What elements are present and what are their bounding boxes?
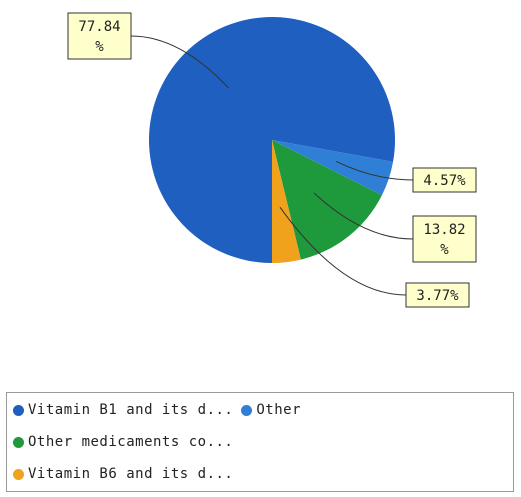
legend-item-other-medicaments[interactable]: Other medicaments co... xyxy=(13,434,233,450)
data-label-text: 4.57% xyxy=(423,173,466,189)
legend-item-other[interactable]: Other xyxy=(241,402,301,418)
data-label-text: 3.77% xyxy=(416,288,459,304)
legend-marker-icon xyxy=(13,404,24,416)
legend-marker-icon xyxy=(13,468,24,480)
data-label: 13.82% xyxy=(412,215,477,263)
legend-marker-icon xyxy=(241,404,253,416)
data-label: 77.84% xyxy=(67,12,132,60)
data-label-box xyxy=(412,167,477,193)
legend-label: Other medicaments co... xyxy=(28,434,234,450)
legend-label: Vitamin B6 and its d... xyxy=(28,466,234,482)
pie-callouts: 77.84% 4.57% 13.82% 3.77% xyxy=(67,12,477,308)
data-label-box xyxy=(405,282,470,308)
data-label-text: % xyxy=(440,242,449,258)
legend-item-vitamin-b1[interactable]: Vitamin B1 and its d... xyxy=(13,402,233,418)
pie-slice[interactable] xyxy=(272,140,301,263)
legend-marker-icon xyxy=(13,436,24,448)
pie-slice[interactable] xyxy=(272,140,394,196)
legend-item-vitamin-b6[interactable]: Vitamin B6 and its d... xyxy=(13,466,233,482)
pie-slices xyxy=(148,16,395,264)
data-label-box xyxy=(67,12,132,60)
legend-row: Vitamin B1 and its d... Other xyxy=(13,399,309,421)
legend-row: Vitamin B6 and its d... xyxy=(13,463,241,485)
data-label-text: 77.84 xyxy=(78,19,120,35)
data-label-text: % xyxy=(95,39,104,55)
legend: Vitamin B1 and its d... Other Other medi… xyxy=(6,392,514,492)
data-label: 3.77% xyxy=(405,282,470,308)
callout-leader-line xyxy=(313,192,414,240)
callout-leader-line xyxy=(130,35,229,89)
data-label: 4.57% xyxy=(412,167,477,193)
callout-leader-line xyxy=(279,206,407,296)
pie-slice[interactable] xyxy=(272,140,382,260)
data-label-text: 13.82 xyxy=(423,222,465,238)
legend-row: Other medicaments co... xyxy=(13,431,241,453)
data-label-box xyxy=(412,215,477,263)
legend-label: Vitamin B1 and its d... xyxy=(28,402,234,418)
callout-leader-line xyxy=(335,160,414,181)
legend-label: Other xyxy=(256,402,302,418)
